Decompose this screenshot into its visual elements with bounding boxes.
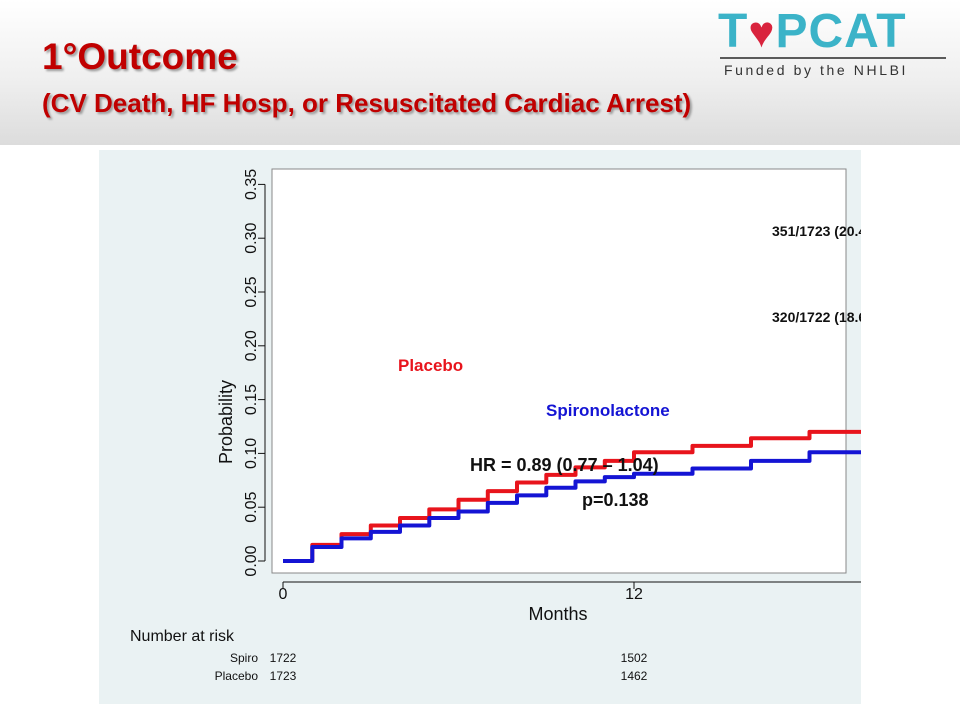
slide-title: 1°Outcome — [42, 36, 238, 77]
series-label-spiro: Spironolactone — [546, 401, 670, 420]
logo-letters-left: T — [718, 5, 749, 58]
logo-divider — [720, 57, 946, 59]
p-value-annotation: p=0.138 — [582, 490, 649, 510]
logo-letters-right: PCAT — [775, 5, 907, 58]
y-axis-label: Probability — [216, 380, 236, 464]
hr-annotation: HR = 0.89 (0.77 – 1.04) — [470, 455, 659, 475]
risk-cell: 1462 — [621, 669, 648, 683]
heart-icon: ♥ — [748, 8, 776, 57]
risk-cell: 1722 — [270, 651, 297, 665]
slide-subtitle: (CV Death, HF Hosp, or Resuscitated Card… — [42, 88, 692, 118]
plot-area — [271, 168, 847, 574]
y-tick-label: 0.10 — [243, 438, 260, 469]
logo-wordmark: T♥PCAT — [718, 4, 907, 59]
series-label-placebo: Placebo — [398, 356, 463, 375]
risk-row-label-placebo: Placebo — [215, 669, 259, 683]
risk-row-label-spiro: Spiro — [230, 651, 258, 665]
spiro-count-annotation: 320/1722 (18.6%) — [772, 309, 861, 325]
x-tick-label: 12 — [625, 586, 643, 603]
risk-cell: 1502 — [621, 651, 648, 665]
y-tick-label: 0.25 — [243, 276, 260, 307]
spiro-curve — [283, 433, 960, 563]
y-tick-label: 0.00 — [243, 545, 260, 576]
y-tick-label: 0.15 — [243, 384, 260, 415]
placebo-curve — [283, 415, 960, 563]
y-tick-label: 0.05 — [243, 492, 260, 523]
y-tick-label: 0.20 — [243, 330, 260, 361]
y-tick-label: 0.35 — [243, 169, 260, 200]
y-tick-label: 0.30 — [243, 223, 260, 254]
x-axis-label: Months — [528, 604, 587, 624]
chart-panel: 0.000.050.100.150.200.250.300.3501224364… — [99, 150, 960, 704]
logo-subtitle: Funded by the NHLBI — [724, 62, 909, 78]
x-tick-label: 0 — [279, 586, 288, 603]
placebo-count-annotation: 351/1723 (20.4%) — [772, 223, 861, 239]
risk-table-title: Number at risk — [130, 628, 235, 645]
topcat-logo: T♥PCAT Funded by the NHLBI — [718, 4, 950, 84]
slide-header: 1°Outcome (CV Death, HF Hosp, or Resusci… — [0, 0, 960, 145]
km-chart: 0.000.050.100.150.200.250.300.3501224364… — [130, 168, 960, 683]
risk-cell: 1723 — [270, 669, 297, 683]
